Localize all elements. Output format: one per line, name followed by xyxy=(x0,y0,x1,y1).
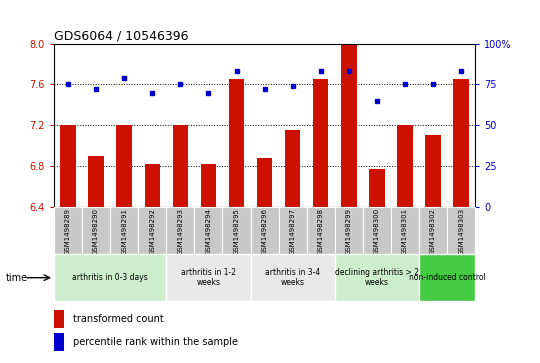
Bar xyxy=(251,254,335,301)
Bar xyxy=(363,207,391,254)
Bar xyxy=(54,254,166,301)
Bar xyxy=(54,207,82,254)
Text: GSM1498302: GSM1498302 xyxy=(430,208,436,255)
Bar xyxy=(138,207,166,254)
Bar xyxy=(335,207,363,254)
Bar xyxy=(279,207,307,254)
Bar xyxy=(447,207,475,254)
Bar xyxy=(166,207,194,254)
Bar xyxy=(145,164,160,207)
Text: non-induced control: non-induced control xyxy=(409,273,485,282)
Text: arthritis in 1-2
weeks: arthritis in 1-2 weeks xyxy=(181,268,236,287)
Bar xyxy=(419,254,475,301)
Bar xyxy=(454,79,469,207)
Text: GSM1498301: GSM1498301 xyxy=(402,208,408,256)
Text: arthritis in 0-3 days: arthritis in 0-3 days xyxy=(72,273,148,282)
Bar xyxy=(166,254,251,301)
Bar xyxy=(391,207,419,254)
Text: GSM1498297: GSM1498297 xyxy=(289,208,296,255)
Bar xyxy=(307,207,335,254)
Text: GSM1498298: GSM1498298 xyxy=(318,208,324,255)
Bar xyxy=(117,125,132,207)
Text: GSM1498296: GSM1498296 xyxy=(261,208,268,255)
Text: percentile rank within the sample: percentile rank within the sample xyxy=(72,337,238,347)
Bar xyxy=(313,79,328,207)
Bar xyxy=(82,207,110,254)
Text: GSM1498292: GSM1498292 xyxy=(149,208,156,255)
Bar xyxy=(257,158,272,207)
Text: arthritis in 3-4
weeks: arthritis in 3-4 weeks xyxy=(265,268,320,287)
Bar xyxy=(173,125,188,207)
Bar xyxy=(285,130,300,207)
Bar xyxy=(201,164,216,207)
Text: declining arthritis > 2
weeks: declining arthritis > 2 weeks xyxy=(335,268,419,287)
Bar xyxy=(229,79,244,207)
Bar xyxy=(426,135,441,207)
Text: GSM1498295: GSM1498295 xyxy=(233,208,240,255)
Text: transformed count: transformed count xyxy=(72,314,163,324)
Bar xyxy=(194,207,222,254)
Text: GSM1498289: GSM1498289 xyxy=(65,208,71,255)
Bar xyxy=(60,125,76,207)
Text: GSM1498303: GSM1498303 xyxy=(458,208,464,256)
Text: GSM1498294: GSM1498294 xyxy=(205,208,212,255)
Text: GSM1498291: GSM1498291 xyxy=(121,208,127,255)
Bar xyxy=(369,169,384,207)
Text: GSM1498290: GSM1498290 xyxy=(93,208,99,255)
Bar xyxy=(89,156,104,207)
Bar xyxy=(341,44,356,207)
Text: GSM1498299: GSM1498299 xyxy=(346,208,352,255)
Text: GDS6064 / 10546396: GDS6064 / 10546396 xyxy=(54,29,188,42)
Bar xyxy=(110,207,138,254)
Bar xyxy=(54,310,64,328)
Bar xyxy=(54,333,64,351)
Bar xyxy=(222,207,251,254)
Bar xyxy=(419,207,447,254)
Bar xyxy=(397,125,413,207)
Bar xyxy=(251,207,279,254)
Text: GSM1498293: GSM1498293 xyxy=(177,208,184,255)
Text: GSM1498300: GSM1498300 xyxy=(374,208,380,256)
Bar xyxy=(335,254,419,301)
Text: time: time xyxy=(5,273,28,283)
